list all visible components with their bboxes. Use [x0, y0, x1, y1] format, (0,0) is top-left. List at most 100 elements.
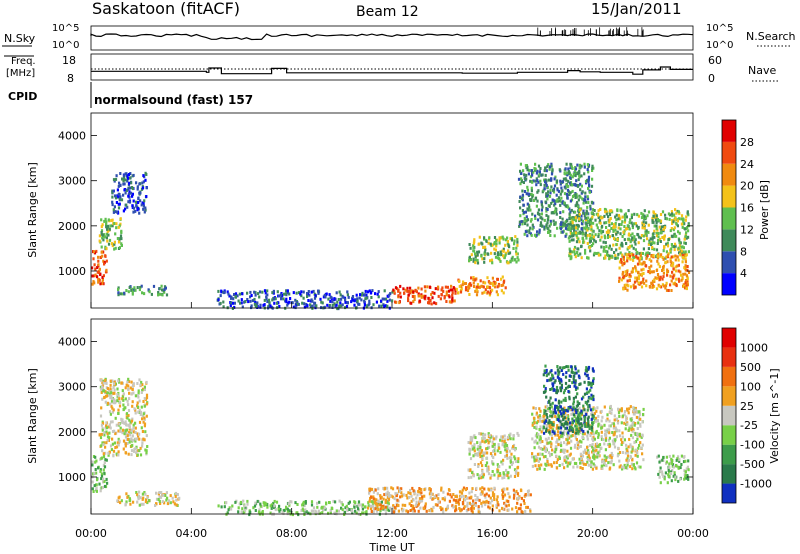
heatmap-cell — [684, 260, 687, 264]
heatmap-cell — [577, 178, 580, 182]
heatmap-cell — [568, 254, 571, 258]
heatmap-cell — [554, 202, 557, 206]
heatmap-cell — [586, 219, 589, 223]
heatmap-cell — [100, 232, 103, 236]
heatmap-cell — [404, 503, 407, 507]
heatmap-cell — [386, 299, 389, 303]
heatmap-cell — [442, 289, 445, 293]
heatmap-cell — [128, 418, 131, 422]
heatmap-cell — [501, 443, 504, 447]
heatmap-cell — [329, 511, 332, 515]
heatmap-cell — [558, 370, 561, 374]
heatmap-cell — [621, 272, 624, 276]
heatmap-cell — [611, 454, 614, 457]
heatmap-cell — [103, 235, 106, 239]
heatmap-cell — [103, 219, 106, 223]
heatmap-cell — [361, 293, 364, 297]
heatmap-cell — [264, 291, 267, 295]
heatmap-cell — [263, 503, 266, 507]
heatmap-cell — [321, 301, 324, 305]
heatmap-cell — [451, 296, 454, 300]
heatmap-cell — [455, 287, 458, 291]
heatmap-cell — [582, 462, 585, 466]
heatmap-cell — [292, 291, 295, 295]
heatmap-cell — [519, 195, 522, 199]
heatmap-cell — [124, 207, 127, 211]
heatmap-cell — [457, 291, 460, 295]
heatmap-cell — [639, 417, 642, 421]
heatmap-cell — [590, 432, 593, 435]
heatmap-cell — [566, 188, 570, 192]
heatmap-cell — [569, 162, 572, 166]
heatmap-cell — [563, 388, 566, 392]
heatmap-cell — [662, 227, 665, 231]
heatmap-cell — [585, 366, 588, 370]
heatmap-cell — [577, 205, 580, 209]
heatmap-cell — [575, 386, 578, 390]
heatmap-cell — [111, 200, 114, 204]
heatmap-cell — [91, 274, 94, 278]
heatmap-cell — [105, 220, 108, 224]
heatmap-cell — [478, 285, 481, 289]
heatmap-cell — [287, 502, 290, 506]
heatmap-cell — [115, 226, 118, 230]
heatmap-cell — [246, 298, 249, 301]
heatmap-cell — [630, 428, 633, 432]
heatmap-cell — [592, 432, 595, 436]
heatmap-cell — [91, 282, 94, 286]
heatmap-cell — [395, 494, 398, 497]
heatmap-cell — [555, 426, 558, 430]
heatmap-cell — [401, 509, 404, 513]
heatmap-cell — [560, 186, 563, 190]
heatmap-cell — [643, 226, 646, 230]
heatmap-cell — [531, 412, 534, 416]
heatmap-cell — [127, 423, 130, 427]
heatmap-cell — [546, 460, 549, 463]
heatmap-cell — [662, 271, 665, 275]
heatmap-cell — [665, 260, 668, 264]
heatmap-cell — [639, 236, 642, 240]
heatmap-cell — [566, 441, 569, 445]
heatmap-cell — [592, 448, 595, 452]
heatmap-cell — [104, 445, 107, 449]
heatmap-cell — [586, 242, 589, 245]
heatmap-cell — [549, 453, 552, 456]
heatmap-cell — [671, 222, 674, 225]
heatmap-cell — [623, 421, 626, 425]
heatmap-cell — [652, 211, 655, 215]
heatmap-cell — [590, 428, 593, 432]
heatmap-cell — [100, 250, 104, 254]
heatmap-cell — [108, 238, 112, 242]
heatmap-cell — [526, 505, 529, 509]
heatmap-cell — [581, 467, 584, 470]
heatmap-cell — [461, 488, 464, 492]
heatmap-cell — [397, 503, 400, 507]
heatmap-cell — [417, 509, 420, 513]
heatmap-cell — [534, 214, 537, 218]
heatmap-cell — [573, 445, 576, 449]
heatmap-cell — [657, 239, 660, 242]
heatmap-cell — [104, 379, 107, 382]
heatmap-cell — [377, 508, 380, 511]
heatmap-cell — [580, 244, 583, 248]
heatmap-cell — [499, 438, 502, 442]
heatmap-cell — [684, 250, 687, 254]
heatmap-cell — [567, 407, 570, 411]
heatmap-cell — [110, 399, 114, 403]
heatmap-cell — [343, 513, 346, 516]
heatmap-cell — [482, 433, 485, 437]
heatmap-cell — [608, 424, 611, 428]
heatmap-cell — [619, 251, 622, 255]
heatmap-cell — [566, 455, 569, 459]
heatmap-cell — [622, 287, 625, 291]
heatmap-cell — [578, 166, 581, 170]
heatmap-cell — [533, 421, 536, 425]
heatmap-cell — [576, 392, 579, 396]
heatmap-cell — [520, 197, 524, 200]
heatmap-cell — [496, 253, 499, 257]
heatmap-cell — [597, 209, 600, 213]
heatmap-cell — [586, 228, 589, 232]
heatmap-cell — [532, 170, 535, 174]
heatmap-cell — [266, 505, 269, 509]
heatmap-cell — [399, 295, 402, 299]
